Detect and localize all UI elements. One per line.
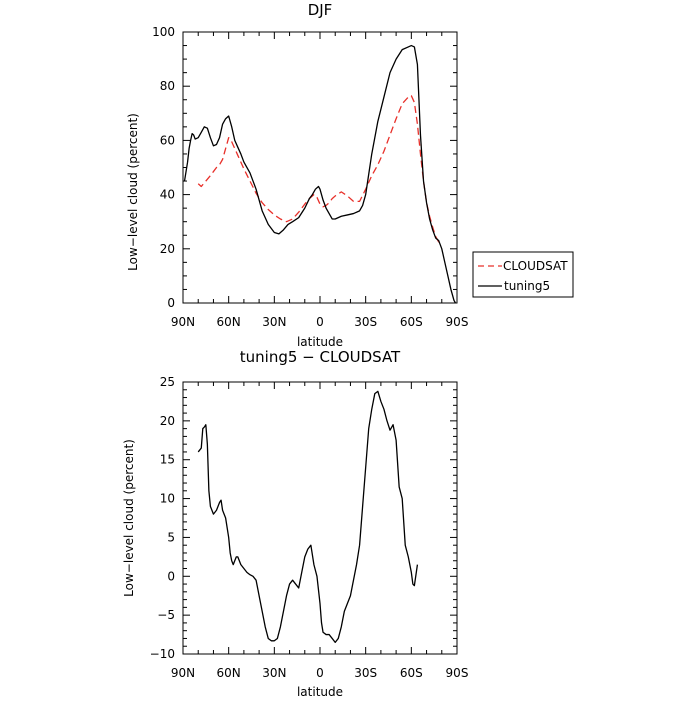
x-tick-label: 90S [446, 666, 469, 680]
y-tick-label: 60 [160, 133, 175, 147]
bottom-panel-y-axis-label: Low−level cloud (percent) [122, 439, 136, 597]
top-panel-title: DJF [308, 1, 333, 19]
x-tick-label: 30N [262, 315, 286, 329]
top-panel-ticks [182, 31, 458, 304]
top-panel-frame [182, 31, 458, 304]
top-panel-series [183, 44, 457, 304]
x-tick-label: 60S [400, 666, 423, 680]
x-tick-label: 0 [316, 666, 324, 680]
bottom-panel: tuning5 − CLOUDSAT −10 −5 0 5 10 15 20 25 90N 60… [122, 348, 468, 699]
series-line-tuning5 [183, 44, 457, 304]
y-tick-label: 20 [160, 414, 175, 428]
y-tick-label: 100 [152, 25, 175, 39]
bottom-panel-x-axis-label: latitude [297, 685, 343, 699]
top-panel-x-axis-label: latitude [297, 335, 343, 349]
y-tick-label: 80 [160, 79, 175, 93]
bottom-panel-frame [182, 381, 458, 655]
x-tick-label: 60S [400, 315, 423, 329]
x-tick-label: 90S [446, 315, 469, 329]
top-panel-y-axis-label: Low−level cloud (percent) [126, 113, 140, 271]
top-panel: DJF 0 20 40 60 80 100 90N 60N 30N 0 30S 60S 90S lat… [126, 1, 468, 349]
y-tick-label: 5 [167, 530, 175, 544]
bottom-panel-xtick-labels: 90N 60N 30N 0 30S 60S 90S [171, 666, 469, 680]
x-tick-label: 0 [316, 315, 324, 329]
y-tick-label: 20 [160, 242, 175, 256]
series-line-difference [197, 390, 419, 643]
y-tick-label: 0 [167, 296, 175, 310]
x-tick-label: 60N [217, 315, 241, 329]
legend-label-tuning5: tuning5 [504, 279, 550, 293]
x-tick-label: 90N [171, 666, 195, 680]
y-tick-label: 0 [167, 569, 175, 583]
x-tick-label: 60N [217, 666, 241, 680]
x-tick-label: 30S [354, 315, 377, 329]
x-tick-label: 90N [171, 315, 195, 329]
top-panel-ytick-labels: 0 20 40 60 80 100 [152, 25, 175, 310]
bottom-panel-title: tuning5 − CLOUDSAT [240, 348, 401, 366]
series-line-cloudsat [197, 95, 443, 246]
y-tick-label: 40 [160, 188, 175, 202]
legend-box [472, 251, 574, 298]
bottom-panel-ticks [182, 381, 458, 655]
bottom-panel-ytick-labels: −10 −5 0 5 10 15 20 25 [150, 375, 175, 661]
x-tick-label: 30N [262, 666, 286, 680]
y-tick-label: 10 [160, 492, 175, 506]
y-tick-label: −10 [150, 647, 175, 661]
y-tick-label: 25 [160, 375, 175, 389]
legend: CLOUDSAT tuning5 [472, 251, 574, 298]
bottom-panel-series [197, 390, 419, 643]
y-tick-label: 15 [160, 453, 175, 467]
legend-label-cloudsat: CLOUDSAT [503, 259, 568, 273]
x-tick-label: 30S [354, 666, 377, 680]
y-tick-label: −5 [157, 608, 175, 622]
top-panel-xtick-labels: 90N 60N 30N 0 30S 60S 90S [171, 315, 469, 329]
